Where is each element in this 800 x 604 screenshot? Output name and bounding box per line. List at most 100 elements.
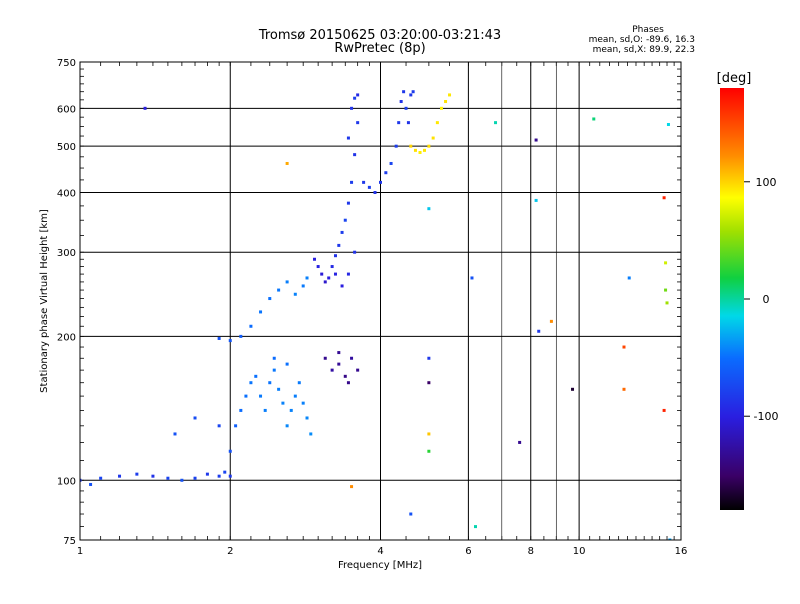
- data-point: [254, 374, 258, 378]
- y-tick-label-500: 500: [57, 142, 76, 153]
- phases-o-stats: mean, sd,O: -89.6, 16.3: [589, 35, 695, 45]
- data-point: [537, 329, 541, 333]
- x-tick-labels: 1 2 4 6 8 10 16: [77, 546, 688, 557]
- data-point: [99, 476, 103, 480]
- phases-x-stats: mean, sd,X: 89.9, 22.3: [593, 45, 695, 55]
- chart-subtitle: RwPretec (8p): [334, 41, 425, 56]
- data-point: [427, 449, 431, 453]
- x-tick-label-4: 4: [377, 546, 383, 557]
- series-1: [228, 356, 313, 453]
- data-point: [223, 470, 227, 474]
- data-point: [193, 476, 197, 480]
- data-point: [448, 93, 452, 97]
- data-point: [662, 196, 666, 200]
- data-point: [239, 408, 243, 412]
- data-point: [413, 148, 417, 152]
- data-point: [272, 368, 276, 372]
- x-axis-label: Frequency [MHz]: [338, 560, 422, 571]
- data-point: [89, 482, 93, 486]
- data-point: [180, 478, 184, 482]
- x-tick-label-8: 8: [528, 546, 534, 557]
- data-point: [431, 136, 435, 140]
- data-point: [427, 356, 431, 360]
- data-point: [518, 440, 522, 444]
- colorbar-tick-label: 0: [763, 293, 770, 306]
- data-point: [422, 148, 426, 152]
- series-3: [312, 93, 360, 288]
- y-tick-label-750: 750: [57, 58, 76, 69]
- data-point: [440, 106, 444, 110]
- data-point: [406, 121, 410, 125]
- data-point: [281, 401, 285, 405]
- data-point: [228, 449, 232, 453]
- data-point: [346, 201, 350, 205]
- data-point: [312, 257, 316, 261]
- data-point: [249, 381, 253, 385]
- data-point: [356, 121, 360, 125]
- data-point: [427, 432, 431, 436]
- data-point: [333, 272, 337, 276]
- data-point: [305, 416, 309, 420]
- data-point: [379, 180, 382, 184]
- data-point: [411, 90, 415, 94]
- data-point: [404, 106, 408, 110]
- colorbar-tick-label: -100: [754, 410, 779, 423]
- phases-title: Phases: [632, 25, 664, 35]
- data-point: [249, 324, 253, 328]
- data-point: [337, 243, 341, 247]
- data-point: [337, 362, 341, 366]
- data-point: [362, 180, 366, 184]
- series-0: [80, 416, 232, 486]
- data-point: [427, 207, 431, 211]
- data-point: [592, 117, 596, 121]
- data-point: [272, 356, 276, 360]
- data-point: [268, 297, 272, 301]
- y-tick-label-300: 300: [57, 248, 76, 259]
- data-point: [166, 476, 170, 480]
- data-point: [337, 351, 341, 355]
- data-point: [571, 387, 575, 391]
- data-point: [350, 485, 354, 489]
- data-point: [217, 336, 221, 340]
- data-point: [470, 276, 474, 280]
- data-point: [662, 408, 666, 412]
- data-point: [301, 284, 305, 288]
- data-point: [356, 368, 360, 372]
- series-5: [362, 90, 415, 194]
- data-point: [285, 161, 289, 165]
- y-tick-label-100: 100: [57, 476, 76, 487]
- data-point: [293, 394, 297, 398]
- data-point: [664, 288, 668, 292]
- plot-frame: [79, 61, 682, 541]
- data-point: [418, 150, 422, 154]
- data-point: [666, 123, 670, 127]
- data-point: [205, 472, 209, 476]
- data-point: [193, 416, 197, 420]
- data-point: [285, 280, 289, 284]
- data-point: [239, 334, 243, 338]
- data-point: [244, 394, 248, 398]
- data-point: [473, 525, 477, 529]
- data-point: [353, 96, 357, 100]
- y-tick-label-600: 600: [57, 104, 76, 115]
- data-point: [80, 478, 82, 482]
- data-point: [263, 408, 267, 412]
- data-point: [402, 90, 406, 94]
- data-point: [323, 280, 327, 284]
- data-point: [217, 424, 221, 428]
- chart-title: Tromsø 20150625 03:20:00-03:21:43: [258, 28, 501, 43]
- data-point: [350, 106, 354, 110]
- y-tick-label-400: 400: [57, 188, 76, 199]
- data-point: [293, 292, 297, 296]
- data-point: [409, 512, 413, 516]
- data-point: [323, 356, 327, 360]
- series-6: [409, 93, 452, 154]
- data-point: [330, 368, 334, 372]
- data-point: [234, 424, 238, 428]
- data-point: [353, 250, 357, 254]
- data-point: [534, 138, 538, 142]
- colorbar-tick-label: 100: [756, 176, 777, 189]
- data-point: [268, 381, 272, 385]
